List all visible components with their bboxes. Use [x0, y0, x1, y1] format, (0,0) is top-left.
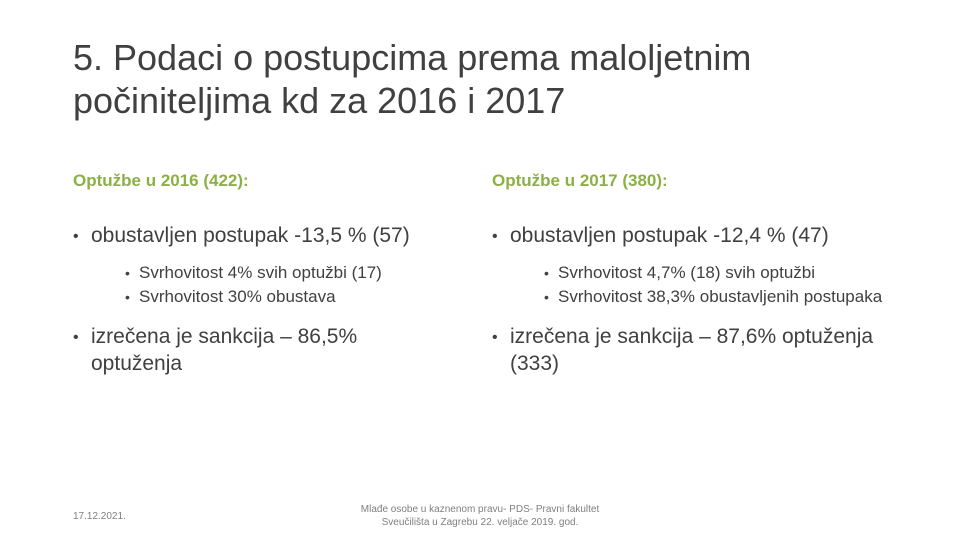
footer-line2: Sveučilišta u Zagrebu 22. veljače 2019. …: [381, 517, 579, 528]
list-item-text: izrečena je sankcija – 86,5% optuženja: [91, 325, 358, 375]
footer-date: 17.12.2021.: [73, 511, 126, 522]
sub-list: • Svrhovitost 4% svih optužbi (17) • Svr…: [91, 261, 453, 309]
list-item: • izrečena je sankcija – 86,5% optuženja: [73, 323, 453, 377]
bullet-icon: •: [544, 265, 549, 281]
sub-list-item: • Svrhovitost 4% svih optužbi (17): [91, 261, 453, 285]
list-item: • obustavljen postupak -12,4 % (47) • Sv…: [492, 222, 892, 309]
sub-list-item-text: Svrhovitost 30% obustava: [139, 287, 336, 306]
sub-list: • Svrhovitost 4,7% (18) svih optužbi • S…: [510, 261, 892, 309]
left-bullet-list: • obustavljen postupak -13,5 % (57) • Sv…: [73, 222, 453, 377]
footer-line1: Mlađe osobe u kaznenom pravu- PDS- Pravn…: [360, 504, 600, 515]
bullet-icon: •: [73, 329, 79, 346]
sub-list-item-text: Svrhovitost 4,7% (18) svih optužbi: [558, 263, 816, 282]
list-item-text: obustavljen postupak -12,4 % (47): [510, 224, 829, 247]
list-item-text: izrečena je sankcija – 87,6% optuženja (…: [510, 325, 874, 375]
bullet-icon: •: [492, 228, 498, 245]
left-column: Optužbe u 2016 (422): • obustavljen post…: [73, 170, 453, 391]
right-column-heading: Optužbe u 2017 (380):: [492, 171, 668, 190]
bullet-icon: •: [544, 289, 549, 305]
list-item: • obustavljen postupak -13,5 % (57) • Sv…: [73, 222, 453, 309]
sub-list-item-text: Svrhovitost 38,3% obustavljenih postupak…: [558, 287, 883, 306]
bullet-icon: •: [492, 329, 498, 346]
right-column: Optužbe u 2017 (380): • obustavljen post…: [492, 170, 892, 391]
list-item-text: obustavljen postupak -13,5 % (57): [91, 224, 410, 247]
list-item: • izrečena je sankcija – 87,6% optuženja…: [492, 323, 892, 377]
bullet-icon: •: [125, 289, 130, 305]
sub-list-item-text: Svrhovitost 4% svih optužbi (17): [139, 263, 382, 282]
left-column-heading: Optužbe u 2016 (422):: [73, 171, 249, 190]
right-bullet-list: • obustavljen postupak -12,4 % (47) • Sv…: [492, 222, 892, 377]
sub-list-item: • Svrhovitost 4,7% (18) svih optužbi: [510, 261, 892, 285]
footer-text: Mlađe osobe u kaznenom pravu- PDS- Pravn…: [330, 503, 630, 529]
bullet-icon: •: [73, 228, 79, 245]
sub-list-item: • Svrhovitost 38,3% obustavljenih postup…: [510, 285, 892, 309]
slide-title-line1: 5. Podaci o postupcima prema maloljetnim: [73, 37, 752, 78]
slide-title-line2: počiniteljima kd za 2016 i 2017: [73, 80, 566, 121]
bullet-icon: •: [125, 265, 130, 281]
slide-title: 5. Podaci o postupcima prema maloljetnim…: [73, 36, 893, 122]
sub-list-item: • Svrhovitost 30% obustava: [91, 285, 453, 309]
